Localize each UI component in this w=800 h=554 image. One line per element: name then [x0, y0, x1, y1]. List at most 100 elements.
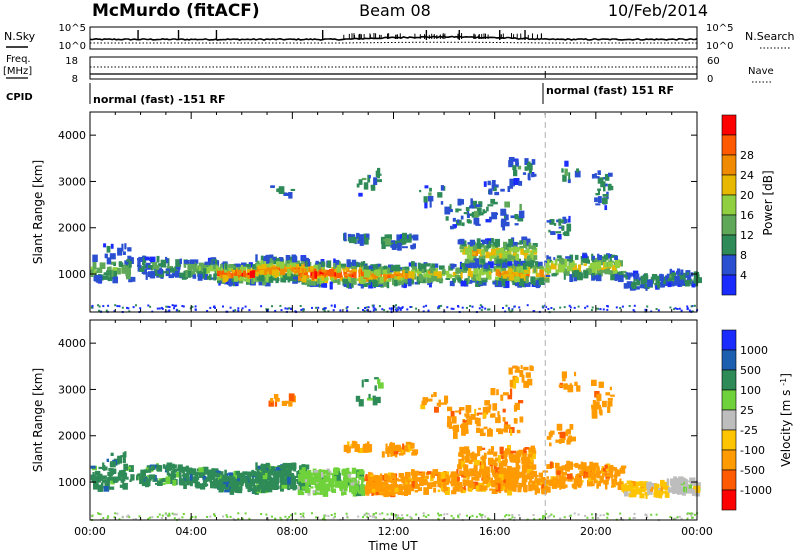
echo-cell: [285, 260, 288, 267]
echo-cell: [595, 176, 600, 179]
cpid-label: CPID: [6, 92, 33, 103]
echo-cell: [205, 477, 210, 482]
echo-cell: [174, 266, 178, 272]
echo-cell: [484, 400, 490, 406]
echo-cell: [258, 280, 265, 286]
echo-cell: [302, 512, 305, 515]
echo-cell: [97, 304, 100, 307]
echo-cell: [686, 517, 689, 520]
echo-cell: [564, 168, 568, 176]
echo-cell: [330, 304, 333, 307]
echo-cell: [526, 473, 531, 480]
echo-cell: [223, 477, 227, 481]
echo-cell: [565, 268, 570, 276]
echo-cell: [399, 308, 402, 311]
echo-cell: [274, 517, 277, 520]
echo-cell: [531, 480, 536, 486]
echo-cell: [500, 451, 506, 458]
freq-top-tick: 18: [65, 56, 78, 67]
echo-cell: [525, 282, 530, 287]
echo-cell: [678, 280, 683, 287]
echo-cell: [414, 489, 419, 493]
echo-cell: [310, 486, 314, 489]
echo-cell: [286, 518, 289, 520]
echo-cell: [418, 473, 423, 476]
echo-cell: [553, 223, 557, 226]
echo-cell: [408, 262, 413, 267]
echo-cell: [518, 486, 521, 489]
echo-cell: [280, 309, 283, 312]
echo-cell: [359, 470, 365, 475]
echo-cell: [479, 466, 483, 474]
echo-cell: [574, 381, 578, 386]
echo-cell: [517, 450, 523, 453]
echo-cell: [343, 283, 347, 287]
echo-cell: [604, 268, 610, 272]
echo-cell: [578, 264, 581, 272]
echo-cell: [302, 308, 305, 311]
echo-cell: [175, 259, 182, 267]
echo-cell: [483, 452, 487, 460]
echo-cell: [192, 274, 197, 279]
echo-cell: [382, 274, 388, 282]
echo-cell: [171, 512, 174, 515]
echo-cell: [590, 513, 593, 516]
echo-cell: [375, 308, 378, 311]
echo-cell: [657, 281, 661, 289]
echo-cell: [333, 515, 336, 518]
echo-cell: [657, 309, 660, 312]
echo-cell: [481, 474, 488, 478]
echo-cell: [399, 517, 402, 520]
echo-cell: [126, 259, 131, 262]
echo-cell: [237, 269, 242, 276]
echo-cell: [333, 467, 339, 475]
echo-cell: [509, 476, 514, 479]
echo-cell: [478, 268, 485, 276]
echo-cell: [307, 259, 311, 267]
echo-cell: [641, 493, 645, 496]
echo-cell: [519, 203, 522, 211]
echo-cell: [235, 263, 241, 267]
echo-cell: [589, 483, 595, 487]
echo-cell: [482, 412, 487, 418]
echo-cell: [378, 305, 381, 308]
echo-cell: [256, 468, 260, 473]
echo-cell: [590, 309, 593, 312]
echo-cell: [553, 515, 555, 518]
echo-cell: [392, 276, 399, 282]
echo-cell: [301, 486, 306, 490]
echo-cell: [518, 180, 523, 186]
echo-cell: [411, 481, 415, 488]
echo-cell: [608, 172, 613, 177]
echo-cell: [452, 271, 457, 276]
echo-cell: [470, 469, 475, 475]
echo-cell: [429, 275, 434, 283]
echo-cell: [617, 483, 624, 491]
echo-cell: [492, 470, 496, 477]
echo-cell: [396, 234, 402, 242]
echo-cell: [373, 177, 378, 185]
echo-cell: [614, 255, 618, 260]
echo-cell: [549, 430, 555, 435]
echo-cell: [435, 268, 438, 272]
echo-cell: [563, 218, 568, 223]
echo-cell: [628, 482, 633, 491]
echo-cell: [491, 238, 494, 244]
echo-cell: [288, 401, 293, 407]
echo-cell: [284, 307, 287, 310]
echo-cell: [98, 309, 101, 312]
echo-cell: [250, 482, 253, 487]
echo-cell: [514, 459, 521, 463]
y-tick-label: 4000: [58, 337, 86, 350]
echo-cell: [437, 482, 442, 488]
echo-cell: [267, 308, 270, 311]
echo-cell: [290, 188, 296, 191]
echo-cell: [451, 479, 457, 487]
echo-cell: [500, 394, 504, 401]
echo-cell: [642, 280, 648, 283]
echo-cell: [239, 276, 245, 281]
echo-cell: [655, 308, 658, 310]
echo-cell: [372, 309, 375, 312]
echo-cell: [395, 307, 398, 310]
echo-cell: [608, 183, 612, 189]
